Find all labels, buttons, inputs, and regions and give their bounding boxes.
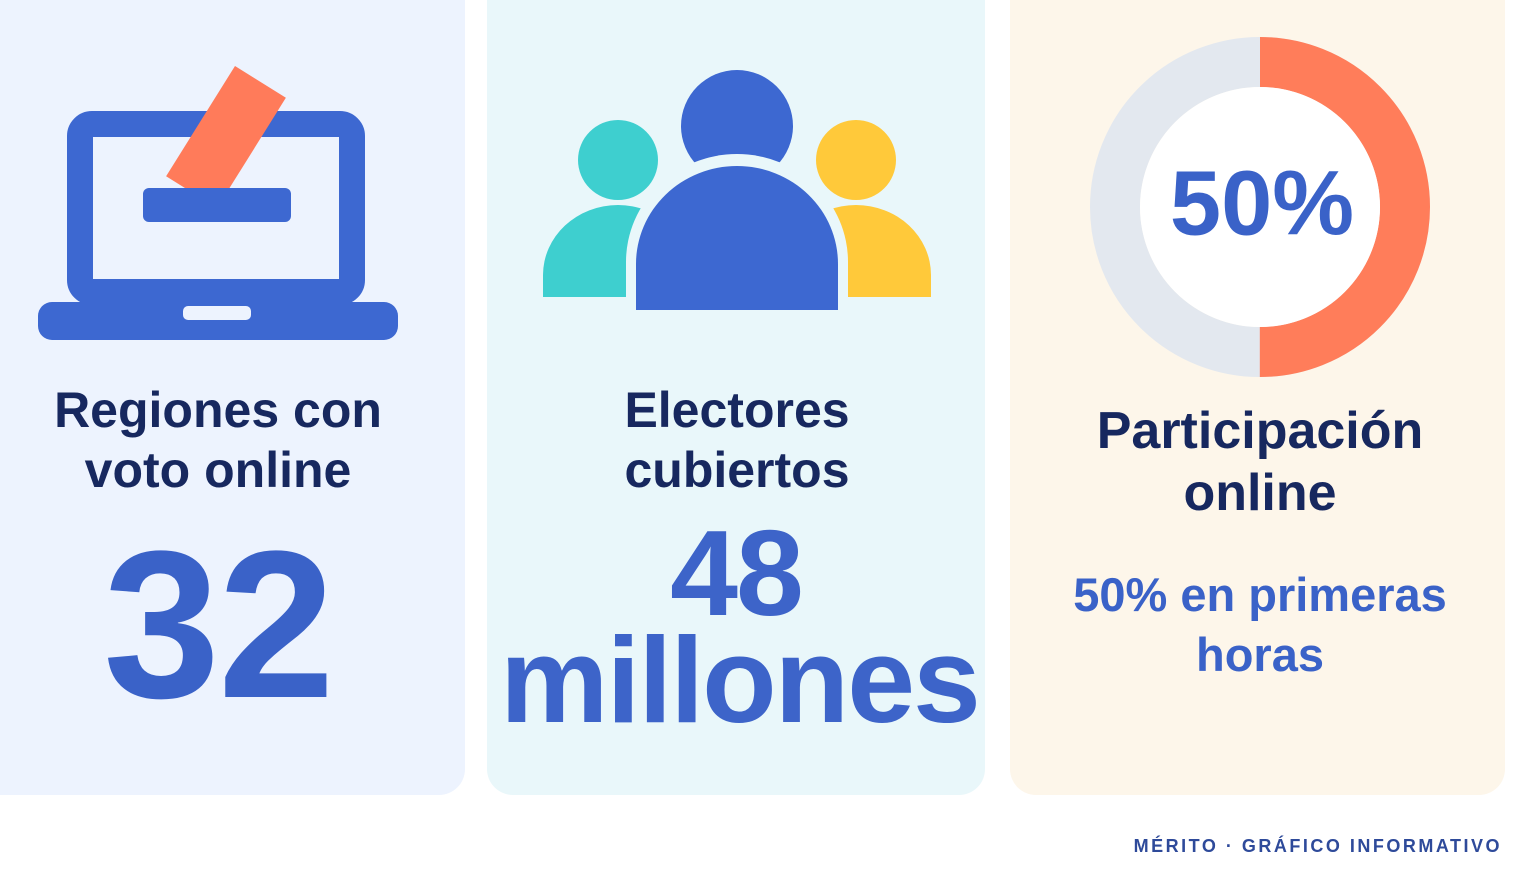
footer: MÉRITO · GRÁFICO INFORMATIVO: [1133, 836, 1502, 856]
card-value: 32: [103, 507, 335, 742]
donut-label: 50%: [1170, 152, 1354, 254]
donut-arc: [1090, 37, 1430, 377]
card-title: Participación online: [1096, 402, 1424, 523]
card-title: Electores cubiertos: [624, 382, 850, 498]
card-value: 48 millones: [500, 505, 981, 749]
card-note: 50% en primeras horas: [1073, 568, 1447, 682]
laptop-icon: [38, 65, 398, 340]
people-icon: [543, 70, 931, 312]
card-title: Regiones con voto online: [54, 382, 382, 498]
donut-hole: [1140, 87, 1380, 327]
